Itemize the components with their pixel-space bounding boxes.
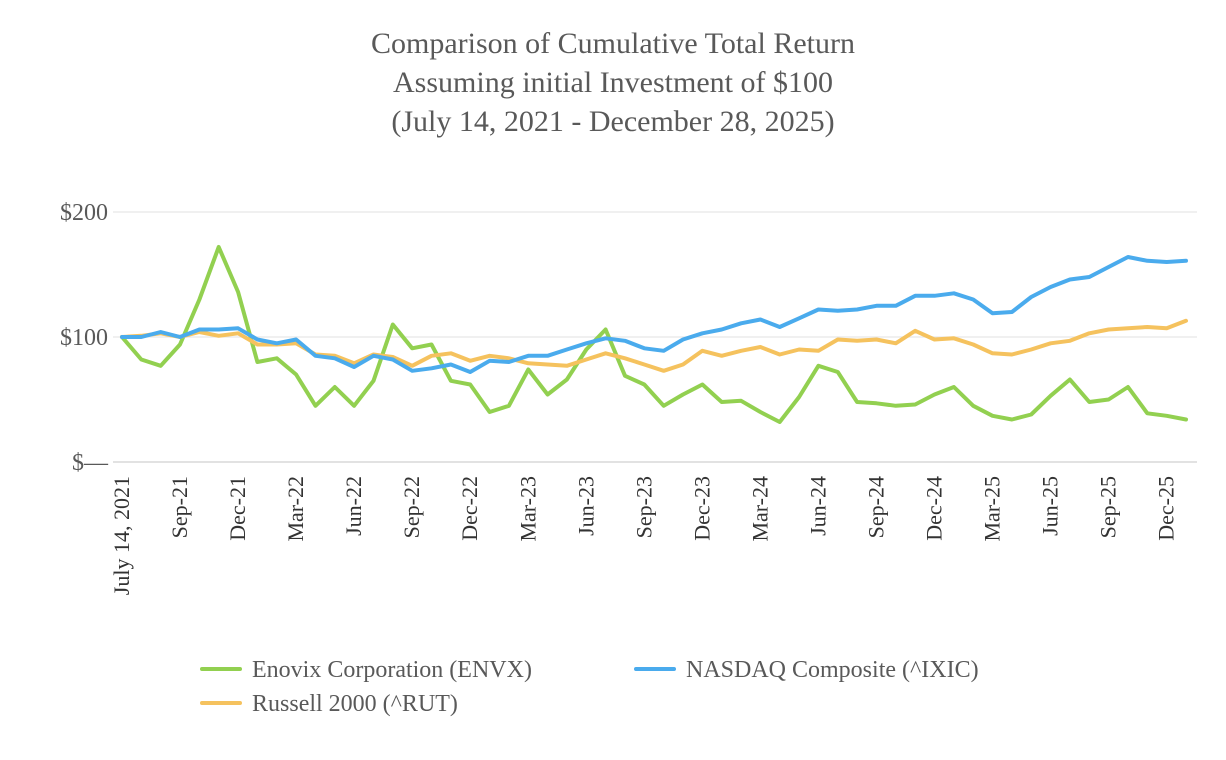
chart-title-line-3: (July 14, 2021 - December 28, 2025) xyxy=(391,105,835,138)
legend-label-ixic: NASDAQ Composite (^IXIC) xyxy=(686,657,979,683)
legend-swatch-rut xyxy=(200,701,242,706)
x-tick-label: Jun-23 xyxy=(573,476,598,536)
legend-item-ixic: NASDAQ Composite (^IXIC) xyxy=(634,655,979,685)
x-tick-label: Mar-24 xyxy=(747,476,772,542)
y-tick-label: $100 xyxy=(60,325,108,351)
x-tick-label: Dec-25 xyxy=(1154,476,1179,541)
x-tick-label: Jun-22 xyxy=(341,476,366,536)
x-tick-label: Sep-21 xyxy=(167,476,192,538)
legend-item-envx: Enovix Corporation (ENVX) xyxy=(200,655,532,685)
chart-title-line-2: Assuming initial Investment of $100 xyxy=(393,66,833,99)
x-tick-label: Sep-25 xyxy=(1096,476,1121,538)
x-tick-label: Dec-22 xyxy=(457,476,482,541)
series-lines xyxy=(120,245,1188,424)
x-tick-label: July 14, 2021 xyxy=(109,476,134,595)
line-chart: $200 $100 $— July 14, 2021 Sep-21 Dec-21 Mar-… xyxy=(60,200,1197,595)
x-tick-label: Dec-24 xyxy=(922,476,947,541)
x-tick-label: Mar-23 xyxy=(515,476,540,542)
series-line-rut xyxy=(120,318,1188,373)
series-line-envx xyxy=(120,245,1188,424)
legend-label-rut: Russell 2000 (^RUT) xyxy=(252,691,458,717)
x-tick-label: Dec-23 xyxy=(689,476,714,541)
gridlines xyxy=(113,211,1197,463)
legend-swatch-envx xyxy=(200,667,242,672)
y-axis-ticks: $200 $100 $— xyxy=(60,200,109,476)
series-line-ixic xyxy=(120,255,1188,374)
x-axis-ticks: July 14, 2021 Sep-21 Dec-21 Mar-22 Jun-22 Sep… xyxy=(109,476,1179,595)
legend-swatch-ixic xyxy=(634,667,676,672)
chart-title: Comparison of Cumulative Total Return As… xyxy=(0,24,1226,141)
legend: Enovix Corporation (ENVX) NASDAQ Composi… xyxy=(200,655,1100,725)
x-tick-label: Mar-22 xyxy=(283,476,308,542)
x-tick-label: Jun-24 xyxy=(805,476,830,536)
legend-item-rut: Russell 2000 (^RUT) xyxy=(200,689,458,719)
x-tick-label: Jun-25 xyxy=(1038,476,1063,536)
x-tick-label: Sep-22 xyxy=(399,476,424,538)
x-tick-label: Sep-24 xyxy=(863,476,888,538)
x-tick-label: Mar-25 xyxy=(980,476,1005,542)
legend-label-envx: Enovix Corporation (ENVX) xyxy=(252,657,532,683)
y-tick-label: $200 xyxy=(60,200,108,226)
y-tick-label: $— xyxy=(72,450,109,476)
chart-title-line-1: Comparison of Cumulative Total Return xyxy=(371,27,855,60)
x-tick-label: Sep-23 xyxy=(631,476,656,538)
x-tick-label: Dec-21 xyxy=(225,476,250,541)
